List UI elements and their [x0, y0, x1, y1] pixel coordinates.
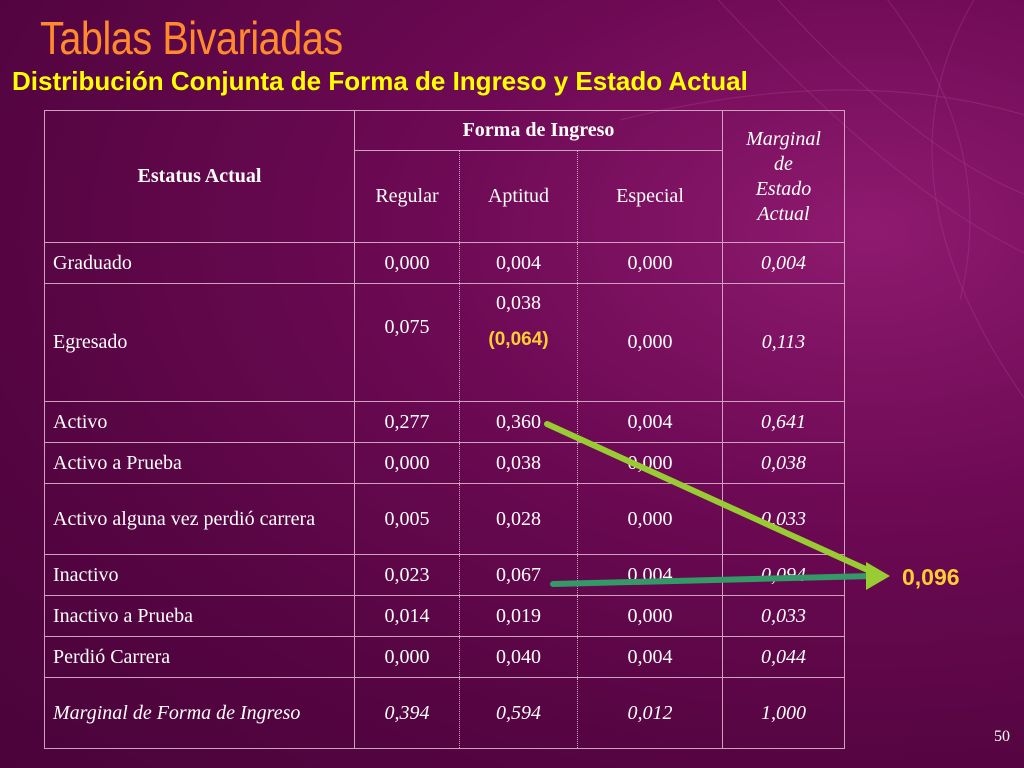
- cell-especial: 0,000: [577, 595, 723, 637]
- column-header-aptitud: Aptitud: [459, 150, 578, 243]
- sum-result-label: 0,096: [902, 564, 960, 590]
- row-label: Egresado: [44, 283, 355, 402]
- bivariate-table: Estatus Actual Forma de Ingreso Marginal…: [44, 110, 845, 749]
- marginal-header-line: de: [774, 152, 793, 175]
- cell-marginal: 0,094: [722, 554, 845, 596]
- table-row: Activo 0,277 0,360 0,004 0,641: [44, 401, 845, 443]
- cell-marginal: 0,038: [722, 442, 845, 484]
- cell-aptitud: 0,028: [459, 483, 578, 555]
- cell-especial: 0,000: [577, 483, 723, 555]
- cell-aptitud: 0,038: [496, 292, 541, 314]
- cell-regular: 0,023: [354, 554, 460, 596]
- page-number: 50: [994, 728, 1010, 745]
- column-header-regular: Regular: [354, 150, 460, 243]
- cell-especial: 0,000: [577, 242, 723, 284]
- row-label: Activo alguna vez perdió carrera: [44, 483, 355, 555]
- marginal-header-line: Marginal: [746, 127, 821, 150]
- table-row: Activo a Prueba 0,000 0,038 0,000 0,038: [44, 442, 845, 484]
- row-label: Inactivo: [44, 554, 355, 596]
- marginal-header-line: Estado: [755, 177, 812, 200]
- cell-regular: 0,000: [354, 442, 460, 484]
- table-row: Inactivo a Prueba 0,014 0,019 0,000 0,03…: [44, 595, 845, 637]
- table-row: Activo alguna vez perdió carrera 0,005 0…: [44, 483, 845, 555]
- footer-especial: 0,012: [577, 677, 723, 749]
- table-row: Egresado 0,075 0,038 (0,064) 0,000 0,113: [44, 283, 845, 402]
- cell-marginal: 0,033: [722, 483, 845, 555]
- cell-note-highlight: (0,064): [488, 329, 549, 350]
- cell-regular: 0,075: [354, 283, 460, 402]
- cell-especial: 0,004: [577, 636, 723, 678]
- cell-marginal: 0,113: [722, 283, 845, 402]
- row-label: Activo a Prueba: [44, 442, 355, 484]
- footer-label: Marginal de Forma de Ingreso: [44, 677, 355, 749]
- cell-aptitud: 0,040: [459, 636, 578, 678]
- footer-regular: 0,394: [354, 677, 460, 749]
- cell-aptitud: 0,019: [459, 595, 578, 637]
- slide-subtitle: Distribución Conjunta de Forma de Ingres…: [12, 66, 748, 96]
- cell-marginal: 0,033: [722, 595, 845, 637]
- cell-regular: 0,000: [354, 242, 460, 284]
- cell-aptitud-group: 0,038 (0,064): [459, 283, 578, 402]
- row-header-estatus: Estatus Actual: [44, 110, 355, 243]
- cell-regular: 0,014: [354, 595, 460, 637]
- cell-especial: 0,000: [577, 283, 723, 402]
- row-label: Inactivo a Prueba: [44, 595, 355, 637]
- cell-marginal: 0,044: [722, 636, 845, 678]
- cell-aptitud: 0,360: [459, 401, 578, 443]
- slide-title: Tablas Bivariadas: [40, 12, 343, 64]
- cell-especial: 0,000: [577, 442, 723, 484]
- footer-aptitud: 0,594: [459, 677, 578, 749]
- table-row: Graduado 0,000 0,004 0,000 0,004: [44, 242, 845, 284]
- cell-marginal: 0,641: [722, 401, 845, 443]
- row-label: Activo: [44, 401, 355, 443]
- cell-regular: 0,005: [354, 483, 460, 555]
- group-header-forma-ingreso: Forma de Ingreso: [354, 110, 723, 151]
- row-label: Graduado: [44, 242, 355, 284]
- cell-especial: 0,004: [577, 401, 723, 443]
- cell-aptitud: 0,038: [459, 442, 578, 484]
- marginal-header: Marginal de Estado Actual: [722, 110, 845, 243]
- marginal-header-line: Actual: [757, 202, 810, 225]
- row-label: Perdió Carrera: [44, 636, 355, 678]
- cell-regular: 0,277: [354, 401, 460, 443]
- table-row: Perdió Carrera 0,000 0,040 0,004 0,044: [44, 636, 845, 678]
- cell-especial: 0,004: [577, 554, 723, 596]
- cell-marginal: 0,004: [722, 242, 845, 284]
- column-header-especial: Especial: [577, 150, 723, 243]
- cell-aptitud: 0,067: [459, 554, 578, 596]
- cell-regular: 0,000: [354, 636, 460, 678]
- table-row: Inactivo 0,023 0,067 0,004 0,094: [44, 554, 845, 596]
- table-footer-row: Marginal de Forma de Ingreso 0,394 0,594…: [44, 677, 845, 749]
- footer-total: 1,000: [722, 677, 845, 749]
- arrowhead: [866, 562, 890, 590]
- cell-aptitud: 0,004: [459, 242, 578, 284]
